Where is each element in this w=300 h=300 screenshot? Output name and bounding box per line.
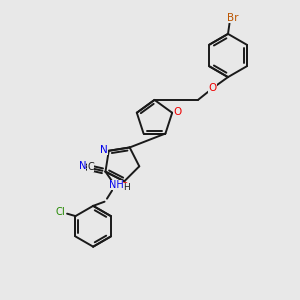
Text: O: O <box>173 107 182 117</box>
Text: N: N <box>100 145 108 155</box>
Text: Br: Br <box>227 13 238 23</box>
Text: C: C <box>87 162 94 172</box>
Text: H: H <box>123 183 130 192</box>
Text: Cl: Cl <box>56 208 65 218</box>
Text: NH: NH <box>109 180 123 190</box>
Text: O: O <box>121 182 129 192</box>
Text: N: N <box>79 161 86 171</box>
Text: O: O <box>208 83 217 94</box>
